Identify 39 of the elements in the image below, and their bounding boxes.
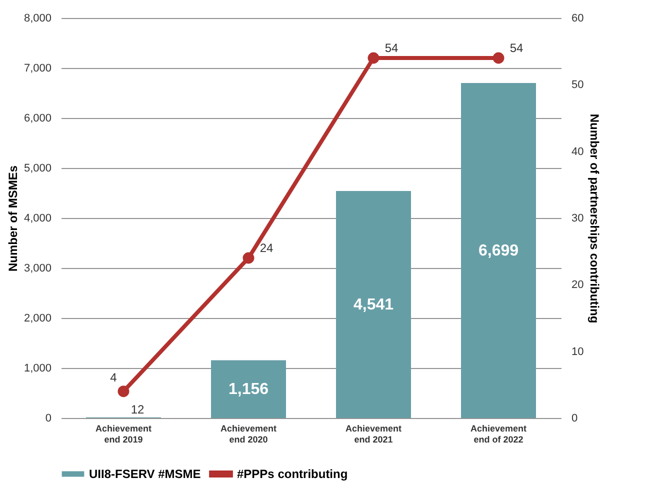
bar xyxy=(336,190,411,418)
y2-tick-label: 0 xyxy=(572,412,578,424)
point xyxy=(368,52,380,64)
y-tick-label: 1,000 xyxy=(24,362,52,374)
y-tick-label: 6,000 xyxy=(24,112,52,124)
y2-axis-title: Number of partnerships contributing xyxy=(588,114,602,324)
data-label: 4 xyxy=(110,370,118,384)
data-label: 54 xyxy=(510,41,524,55)
data-label: 24 xyxy=(260,241,274,255)
data-label: 1,156 xyxy=(228,381,269,398)
y-tick-label: 2,000 xyxy=(24,312,52,324)
data-label: 6,699 xyxy=(478,242,519,260)
y2-tick-label: 50 xyxy=(572,79,584,92)
bar xyxy=(461,83,536,418)
y-tick-label: 8,000 xyxy=(24,12,52,24)
y2-tick-label: 20 xyxy=(572,279,584,292)
x-tick-label: Achievement end of 2022 xyxy=(470,424,527,444)
point xyxy=(492,52,504,64)
data-label: 4,541 xyxy=(353,296,394,314)
y-tick-label: 3,000 xyxy=(24,262,52,274)
data-label: 54 xyxy=(384,41,398,55)
data-label: 12 xyxy=(130,402,144,416)
y2-tick-label: 60 xyxy=(572,12,584,24)
x-tick-label: Achievement end 2020 xyxy=(220,424,277,444)
y-tick-label: 4,000 xyxy=(24,212,52,224)
legend-label: UII8-FSERV #MSME xyxy=(89,467,201,481)
y2-tick-label: 10 xyxy=(572,346,584,358)
y-tick-label: 5,000 xyxy=(24,162,52,174)
y-tick-label: 7,000 xyxy=(24,62,52,74)
y-axis-title: Number of MSMEs xyxy=(6,165,20,272)
point xyxy=(242,252,254,264)
legend-label: #PPPs contributing xyxy=(237,467,348,481)
y2-tick-label: 30 xyxy=(572,212,584,224)
y-tick-label: 0 xyxy=(45,412,52,424)
bar xyxy=(211,360,286,418)
x-tick-label: Achievement end 2019 xyxy=(95,424,152,444)
point xyxy=(118,386,130,398)
y2-tick-label: 40 xyxy=(572,146,584,158)
x-tick-label: Achievement end 2021 xyxy=(345,424,402,444)
